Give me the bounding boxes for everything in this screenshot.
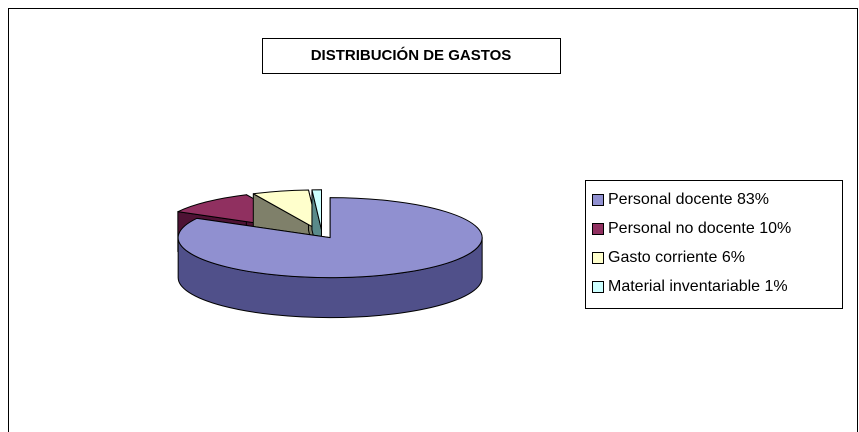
legend-box	[585, 180, 843, 309]
legend-swatch	[592, 281, 604, 293]
slice	[311, 189, 322, 231]
slice	[252, 189, 319, 231]
legend-label: Material inventariable 1%	[608, 278, 788, 295]
legend-swatch	[592, 223, 604, 235]
chart-title: DISTRIBUCIÓN DE GASTOS	[311, 46, 512, 64]
title-box	[262, 38, 561, 74]
legend-swatch	[592, 252, 604, 264]
legend-label: Gasto corriente 6%	[608, 249, 745, 266]
legend-label: Personal no docente 10%	[608, 220, 791, 237]
legend-swatch	[592, 194, 604, 206]
legend-label: Personal docente 83%	[608, 191, 769, 208]
slice	[177, 197, 483, 279]
